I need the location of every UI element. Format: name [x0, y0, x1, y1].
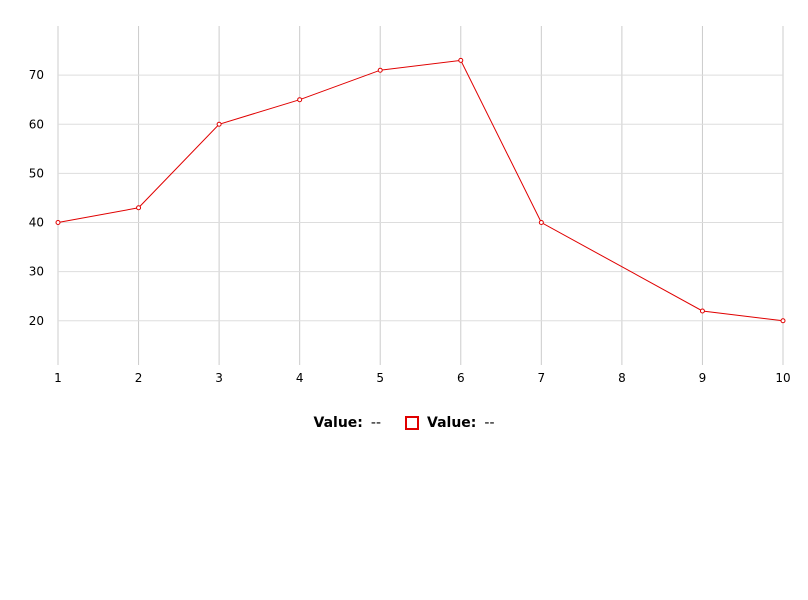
- x-axis-ticks: 1 2 3 4 5 6 7 8 9 10: [54, 371, 790, 385]
- series-line: [57, 59, 784, 322]
- legend: Value: -- Value: --: [0, 412, 808, 434]
- y-tick-label: 30: [29, 265, 44, 279]
- x-tick-label: 4: [296, 371, 304, 385]
- y-tick-label: 50: [29, 166, 44, 180]
- y-tick-label: 20: [29, 314, 44, 328]
- x-tick-label: 3: [215, 371, 223, 385]
- data-point[interactable]: [458, 57, 464, 63]
- data-point[interactable]: [538, 220, 544, 226]
- x-tick-label: 8: [618, 371, 626, 385]
- series-points: [55, 57, 786, 324]
- data-point[interactable]: [136, 205, 142, 211]
- x-tick-label: 2: [135, 371, 143, 385]
- grid: [57, 26, 784, 365]
- series-line-path: [57, 59, 784, 322]
- legend-value: --: [370, 415, 381, 431]
- data-point[interactable]: [377, 67, 383, 73]
- x-tick-label: 9: [699, 371, 707, 385]
- legend-label: Value:: [313, 415, 363, 431]
- x-tick-label: 7: [538, 371, 546, 385]
- data-point[interactable]: [55, 220, 61, 226]
- y-tick-label: 60: [29, 117, 44, 131]
- y-tick-label: 40: [29, 216, 44, 230]
- legend-label: Value:: [427, 415, 477, 431]
- x-tick-label: 6: [457, 371, 465, 385]
- x-tick-label: 10: [775, 371, 790, 385]
- legend-item-2: Value: --: [405, 415, 495, 431]
- x-tick-label: 5: [376, 371, 384, 385]
- data-point[interactable]: [216, 121, 222, 127]
- legend-item-1: Value: --: [314, 415, 382, 431]
- y-tick-label: 70: [29, 68, 44, 82]
- data-point[interactable]: [699, 308, 705, 314]
- legend-swatch-icon: [405, 416, 419, 430]
- data-point[interactable]: [780, 318, 786, 324]
- y-axis-ticks: 20 30 40 50 60 70: [29, 68, 44, 328]
- x-tick-label: 1: [54, 371, 62, 385]
- legend-value: --: [484, 415, 495, 431]
- data-point[interactable]: [297, 97, 303, 103]
